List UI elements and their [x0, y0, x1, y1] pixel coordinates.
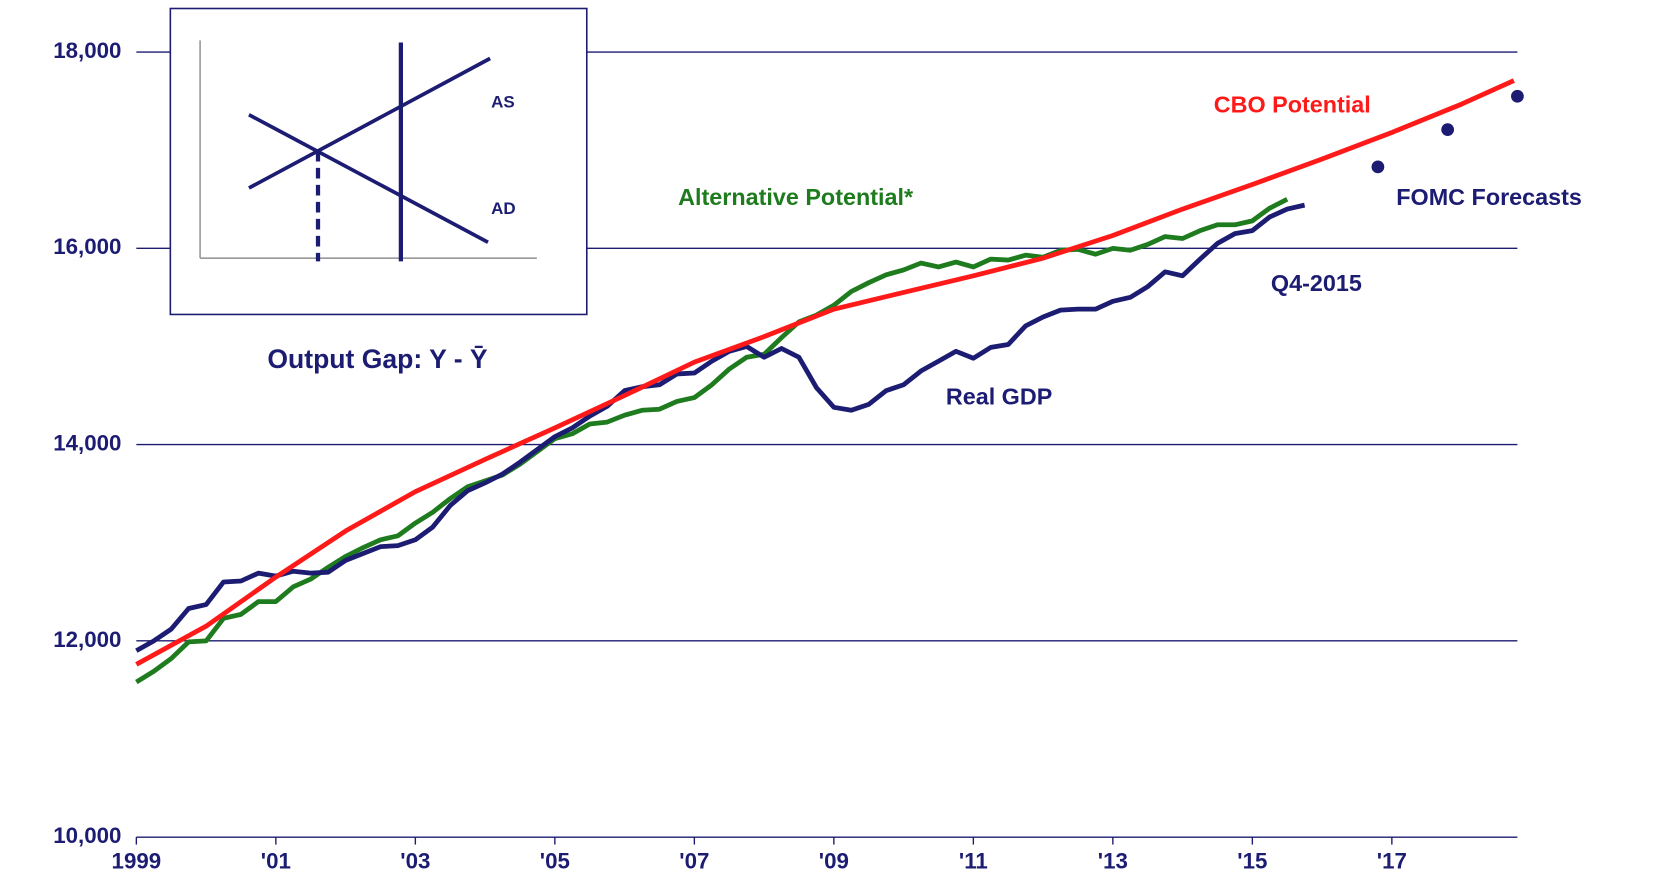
series-label: Alternative Potential* [678, 184, 914, 210]
inset-label: AS [491, 93, 515, 112]
series-line [135, 197, 1289, 685]
ad-curve [248, 113, 489, 244]
forecast-dot [1371, 160, 1385, 174]
series-label: CBO Potential [1214, 91, 1371, 117]
forecast-dot [1511, 89, 1524, 103]
annotation: Q4-2015 [1271, 270, 1362, 296]
x-tick-label: '09 [819, 849, 849, 874]
x-tick-label: '11 [959, 849, 988, 874]
x-tick-label: '05 [540, 849, 570, 874]
y-tick-label: 14,000 [53, 430, 121, 455]
series-label: Real GDP [946, 384, 1052, 410]
y-tick-label: 16,000 [53, 234, 121, 259]
y-tick-label: 18,000 [53, 38, 121, 63]
inset-frame [169, 7, 588, 316]
series-line [135, 202, 1306, 653]
x-tick-label: '13 [1098, 849, 1128, 874]
x-tick-label: '07 [679, 849, 709, 874]
y-tick-label: 12,000 [53, 627, 121, 652]
series-label: FOMC Forecasts [1396, 184, 1582, 210]
x-tick-label: '01 [261, 849, 291, 874]
forecast-dot [1441, 123, 1455, 136]
inset-title: Output Gap: Y - Ȳ [267, 344, 488, 374]
inset-label: AD [491, 199, 516, 218]
x-tick-label: '17 [1377, 849, 1407, 874]
series-line [135, 78, 1515, 667]
x-tick-label: '03 [400, 849, 430, 874]
as-curve [248, 56, 491, 190]
x-tick-label: '15 [1237, 849, 1267, 874]
inset-diagram: AS AD Output Gap: Y - Ȳ [169, 7, 588, 374]
y-tick-label: 10,000 [53, 823, 121, 848]
plot-area: 10,000 12,000 14,000 16,000 18,000 1999 '01 '03… [53, 38, 1524, 874]
x-tick-label: 1999 [112, 849, 162, 874]
